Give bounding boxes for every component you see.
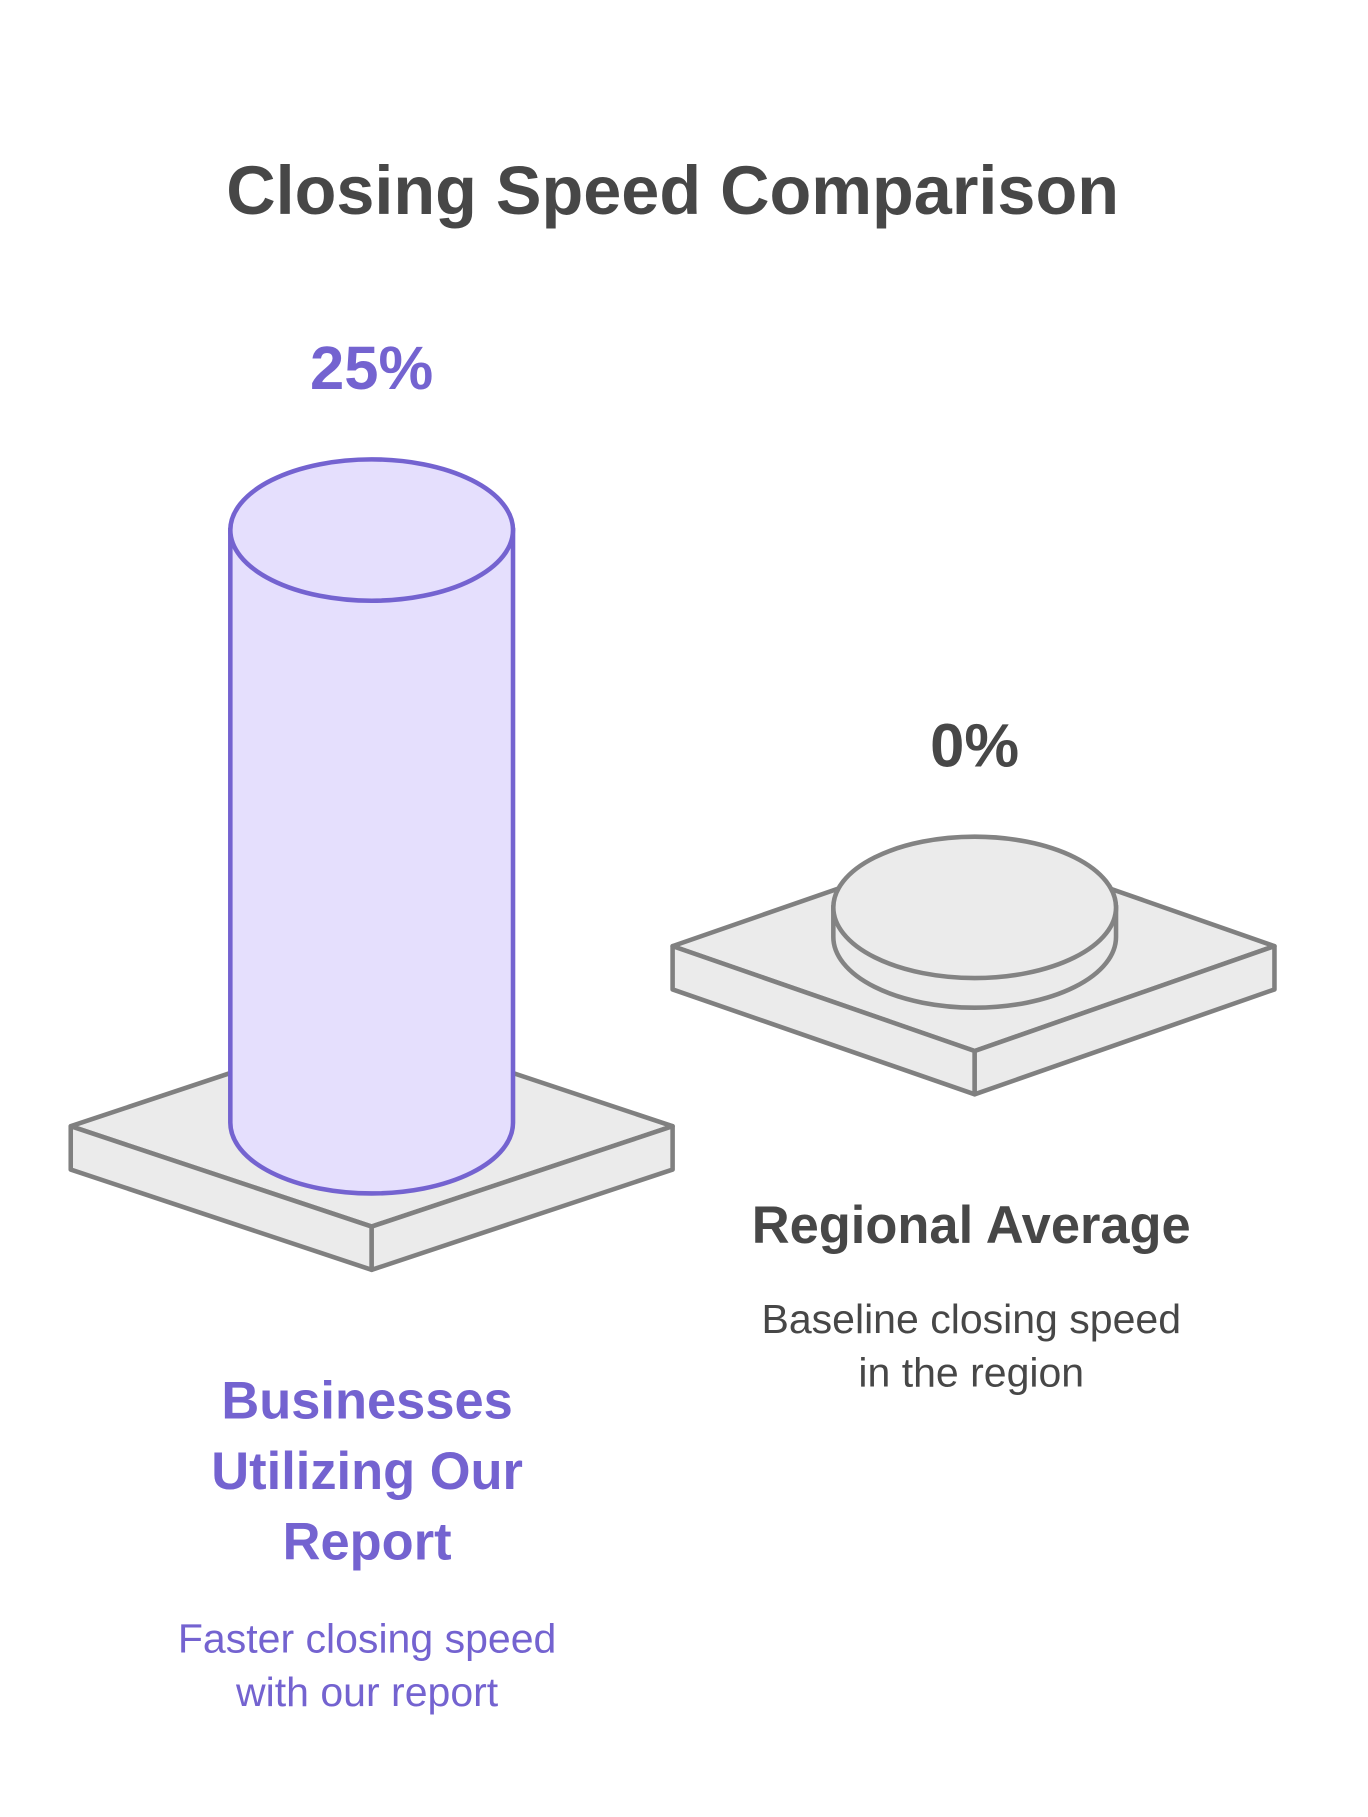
chart-title: Closing Speed Comparison: [226, 153, 1119, 229]
value-label: 0%: [930, 711, 1019, 780]
cylinder-top: [831, 834, 1119, 981]
platform-side: [972, 943, 1277, 1097]
platform-side: [369, 1123, 675, 1273]
description: Faster closing speed: [178, 1615, 556, 1661]
description: Baseline closing speed: [761, 1296, 1181, 1342]
description: with our report: [235, 1669, 499, 1715]
category-label: Regional Average: [752, 1197, 1191, 1255]
description: in the region: [858, 1350, 1084, 1396]
cylinder-top: [228, 457, 516, 604]
value-label: 25%: [310, 334, 433, 403]
cylinder: [228, 527, 516, 1196]
category-label: Businesses Utilizing Our Report: [211, 1372, 523, 1571]
